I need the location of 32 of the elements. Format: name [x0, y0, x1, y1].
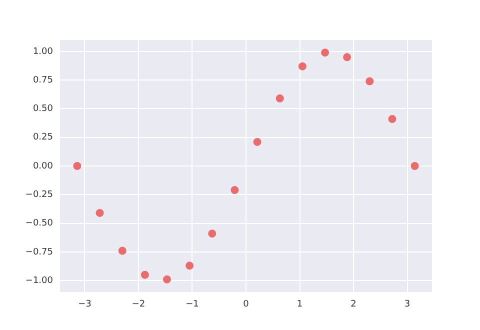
- y-tick-label: 1.00: [32, 46, 54, 57]
- point: [118, 246, 126, 255]
- point: [366, 77, 374, 86]
- point: [140, 270, 149, 279]
- point: [96, 208, 104, 217]
- x-tick-label: −3: [78, 300, 92, 310]
- point: [298, 62, 306, 70]
- point: [343, 53, 352, 62]
- x-tick-label: 3: [404, 300, 410, 310]
- x-tick-label: 0: [243, 300, 250, 310]
- point: [321, 48, 330, 57]
- point: [73, 162, 82, 170]
- y-tick-label: −0.50: [25, 218, 54, 229]
- point: [186, 262, 194, 270]
- x-tick-label: −2: [132, 300, 146, 310]
- y-tick-label: −0.75: [25, 247, 53, 258]
- point: [253, 138, 262, 146]
- y-tick-label: 0.00: [32, 161, 54, 172]
- y-tick-label: −1.00: [25, 276, 54, 286]
- x-tick-label: −1: [186, 300, 199, 310]
- point: [410, 162, 419, 170]
- point: [388, 115, 396, 124]
- y-tick-label: 0.75: [32, 75, 53, 86]
- x-tick-label: 2: [350, 300, 356, 310]
- y-tick-label: 0.25: [32, 132, 53, 143]
- point: [276, 94, 284, 102]
- x-tick-label: 1: [296, 300, 303, 310]
- point: [230, 186, 239, 194]
- y-tick-label: −0.25: [25, 190, 53, 200]
- point: [208, 230, 216, 238]
- point: [162, 275, 171, 284]
- y-tick-label: 0.50: [32, 104, 54, 114]
